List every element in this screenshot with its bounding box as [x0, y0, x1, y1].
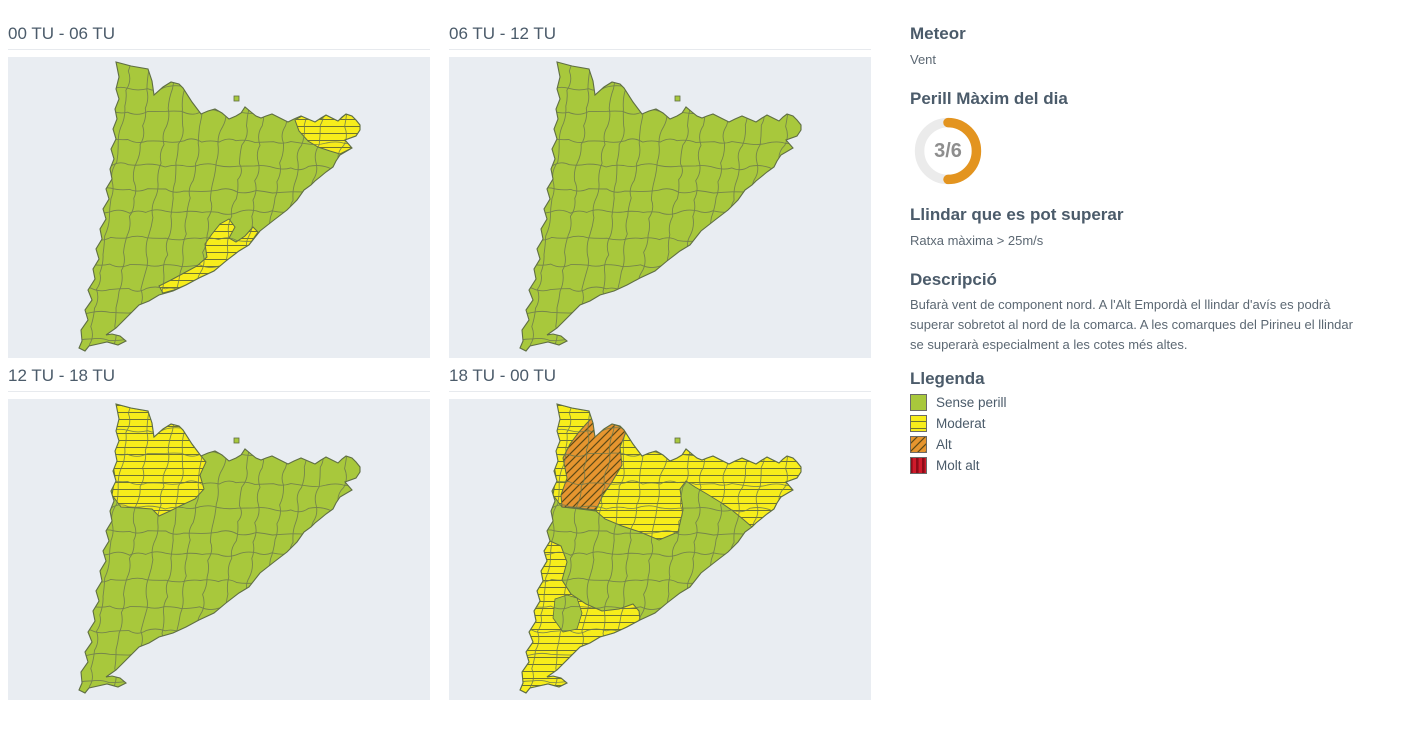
map-canvas-06-12[interactable]	[449, 57, 871, 358]
map-period-title-18-00: 18 TU - 00 TU	[449, 366, 871, 392]
legend-item-label: Alt	[936, 437, 952, 452]
catalonia-map-svg	[519, 403, 802, 694]
threshold-value: Ratxa màxima > 25m/s	[910, 233, 1044, 248]
gauge-value-label: 3/6	[934, 139, 962, 162]
legend-item-alt: Alt	[910, 436, 1372, 453]
catalonia-map-svg	[78, 403, 361, 694]
warnings-page: 00 TU - 06 TU 06 TU - 12 TU 12 TU - 18 T…	[8, 0, 1372, 700]
legend-list: Sense perill Moderat Alt Molt alt	[910, 394, 1372, 474]
map-canvas-00-06[interactable]	[8, 57, 430, 358]
map-period-title-12-18: 12 TU - 18 TU	[8, 366, 430, 392]
meteor-value: Vent	[910, 52, 937, 67]
legend-item-label: Moderat	[936, 416, 986, 431]
legend-heading: Llegenda	[910, 369, 985, 388]
catalonia-map-svg	[78, 61, 361, 352]
danger-gauge-svg	[914, 117, 982, 185]
threshold-heading: Llindar que es pot superar	[910, 205, 1124, 224]
map-period-title-00-06: 00 TU - 06 TU	[8, 24, 430, 50]
meteor-heading: Meteor	[910, 24, 966, 43]
map-period-title-06-12: 06 TU - 12 TU	[449, 24, 871, 50]
details-sidebar: Meteor Vent Perill Màxim del dia 3/6 Lli…	[910, 0, 1372, 478]
warning-maps-grid: 00 TU - 06 TU 06 TU - 12 TU 12 TU - 18 T…	[8, 24, 871, 700]
map-canvas-18-00[interactable]	[449, 399, 871, 700]
map-canvas-12-18[interactable]	[8, 399, 430, 700]
map-cell-06-12: 06 TU - 12 TU	[449, 24, 871, 358]
legend-swatch-moderat	[910, 415, 927, 432]
description-text: Bufarà vent de component nord. A l'Alt E…	[910, 297, 1353, 352]
gauge-arc	[943, 117, 982, 185]
danger-gauge: 3/6	[912, 115, 984, 187]
catalonia-map-svg	[519, 61, 802, 352]
legend-item-moderat: Moderat	[910, 415, 1372, 432]
description-heading: Descripció	[910, 270, 997, 289]
legend-item-label: Sense perill	[936, 395, 1007, 410]
map-cell-18-00: 18 TU - 00 TU	[449, 366, 871, 700]
map-cell-12-18: 12 TU - 18 TU	[8, 366, 430, 700]
legend-swatch-alt	[910, 436, 927, 453]
legend-item-label: Molt alt	[936, 458, 980, 473]
legend-swatch-sense-perill	[910, 394, 927, 411]
legend-swatch-molt-alt	[910, 457, 927, 474]
map-cell-00-06: 00 TU - 06 TU	[8, 24, 430, 358]
legend-item-molt-alt: Molt alt	[910, 457, 1372, 474]
legend-item-sense-perill: Sense perill	[910, 394, 1372, 411]
max-danger-heading: Perill Màxim del dia	[910, 89, 1068, 108]
